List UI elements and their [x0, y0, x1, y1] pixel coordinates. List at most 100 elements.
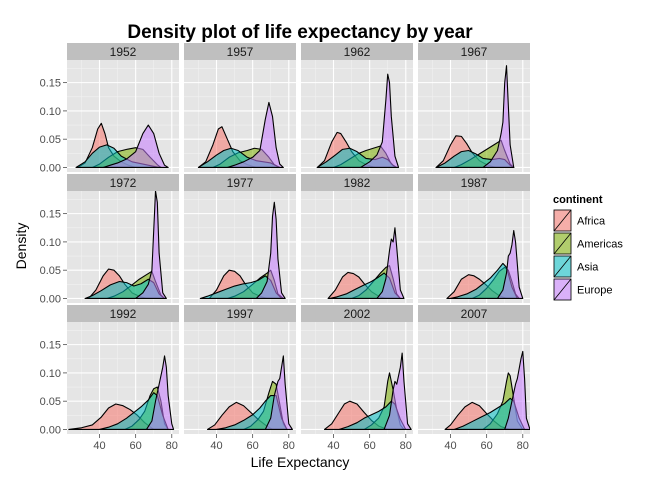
y-tick-label: 0.15 [40, 78, 61, 90]
legend-key-line [553, 278, 572, 301]
facet-strip-label: 2007 [461, 307, 488, 321]
x-tick-label: 40 [210, 440, 222, 452]
legend-title: continent [553, 194, 603, 206]
y-tick-label: 0.15 [40, 209, 61, 221]
y-tick-label: 0.05 [40, 396, 61, 408]
facet-strip [418, 174, 530, 191]
x-tick-label: 80 [166, 440, 178, 452]
y-axis-title: Density [13, 223, 29, 270]
facet-panels: 1952 0.00 0.05 0.10 0.15 1957 1962 1967 1972 0.00… [40, 43, 530, 452]
y-tick-label: 0.00 [40, 293, 61, 305]
legend: continent Africa Americas Asia Europe [552, 194, 623, 302]
density-area-europe [102, 124, 169, 169]
facet-panel-1962: 1962 [301, 43, 413, 172]
density-area-europe [383, 352, 412, 431]
x-tick-label: 40 [327, 440, 339, 452]
density-area-europe [482, 65, 515, 169]
density-areas [327, 227, 405, 300]
density-area-europe [376, 227, 405, 300]
x-tick-label: 80 [517, 440, 529, 452]
x-tick-label: 80 [283, 440, 295, 452]
facet-strip [418, 43, 530, 60]
density-areas [206, 355, 293, 431]
y-tick-label: 0.10 [40, 237, 61, 249]
x-tick-label: 80 [400, 440, 412, 452]
facet-strip [184, 43, 296, 60]
x-tick-label: 60 [481, 440, 493, 452]
facet-panel-1987: 1987 [418, 174, 530, 303]
density-areas [84, 191, 167, 300]
legend-item-americas: Americas [552, 231, 623, 256]
facet-strip-label: 1967 [461, 45, 488, 59]
facet-strip [67, 43, 179, 60]
legend-label: Americas [577, 239, 623, 251]
facet-panel-1977: 1977 [184, 174, 296, 303]
density-areas [199, 201, 286, 300]
facet-panel-1972: 1972 0.00 0.05 0.10 0.15 [40, 174, 179, 305]
facet-panel-2002: 2002 40 60 80 [301, 305, 413, 452]
facet-strip [184, 305, 296, 322]
facet-panel-2007: 2007 40 60 80 [418, 305, 530, 452]
density-area-europe [360, 73, 400, 169]
facet-strip-label: 2002 [344, 307, 371, 321]
density-area-europe [264, 355, 293, 431]
legend-label: Africa [577, 216, 606, 228]
facet-strip-label: 1997 [227, 307, 254, 321]
y-tick-label: 0.10 [40, 106, 61, 118]
facet-strip [301, 305, 413, 322]
y-tick-label: 0.00 [40, 162, 61, 174]
density-areas [446, 230, 524, 300]
y-tick-label: 0.15 [40, 340, 61, 352]
facet-panel-1967: 1967 [418, 43, 530, 172]
x-tick-label: 40 [444, 440, 456, 452]
x-tick-label: 60 [130, 440, 142, 452]
x-tick-label: 60 [247, 440, 259, 452]
facet-panel-1952: 1952 0.00 0.05 0.10 0.15 [40, 43, 179, 174]
density-area-europe [255, 201, 286, 300]
legend-key-line [553, 232, 572, 255]
facet-panel-1982: 1982 [301, 174, 413, 303]
facet-strip [67, 305, 179, 322]
facet-panel-1957: 1957 [184, 43, 296, 172]
y-tick-label: 0.05 [40, 265, 61, 277]
facet-strip [301, 43, 413, 60]
density-areas [197, 101, 284, 169]
density-area-europe [226, 101, 284, 169]
legend-key-line [553, 209, 572, 232]
x-tick-label: 60 [364, 440, 376, 452]
legend-key-line [553, 255, 572, 278]
facet-strip-label: 1952 [110, 45, 137, 59]
density-areas [435, 65, 515, 169]
legend-label: Europe [577, 285, 612, 297]
y-tick-label: 0.00 [40, 424, 61, 436]
facet-strip [67, 174, 179, 191]
facet-strip-label: 1987 [461, 176, 488, 190]
legend-item-europe: Europe [552, 277, 612, 302]
y-tick-label: 0.05 [40, 134, 61, 146]
facet-strip-label: 1957 [227, 45, 254, 59]
facet-strip-label: 1962 [344, 45, 371, 59]
density-areas [316, 73, 400, 169]
x-axis-title: Life Expectancy [251, 454, 350, 470]
facet-panel-1997: 1997 40 60 80 [184, 305, 296, 452]
facet-strip-label: 1977 [227, 176, 254, 190]
density-areas [68, 355, 175, 431]
facet-strip [418, 305, 530, 322]
density-area-europe [135, 191, 167, 300]
legend-label: Asia [577, 262, 599, 274]
facet-strip [184, 174, 296, 191]
density-areas [75, 122, 169, 169]
y-tick-label: 0.10 [40, 368, 61, 380]
legend-item-africa: Africa [552, 208, 606, 233]
x-tick-label: 40 [93, 440, 105, 452]
density-area-europe [496, 230, 524, 300]
legend-item-asia: Asia [552, 254, 599, 279]
density-area-europe [504, 350, 530, 431]
density-areas [323, 352, 412, 431]
facet-strip-label: 1972 [110, 176, 137, 190]
density-areas [444, 350, 530, 431]
facet-panel-1992: 1992 0.00 0.05 0.10 0.15 40 60 80 [40, 305, 179, 452]
chart-title: Density plot of life expectancy by year [127, 22, 473, 43]
facet-strip [301, 174, 413, 191]
